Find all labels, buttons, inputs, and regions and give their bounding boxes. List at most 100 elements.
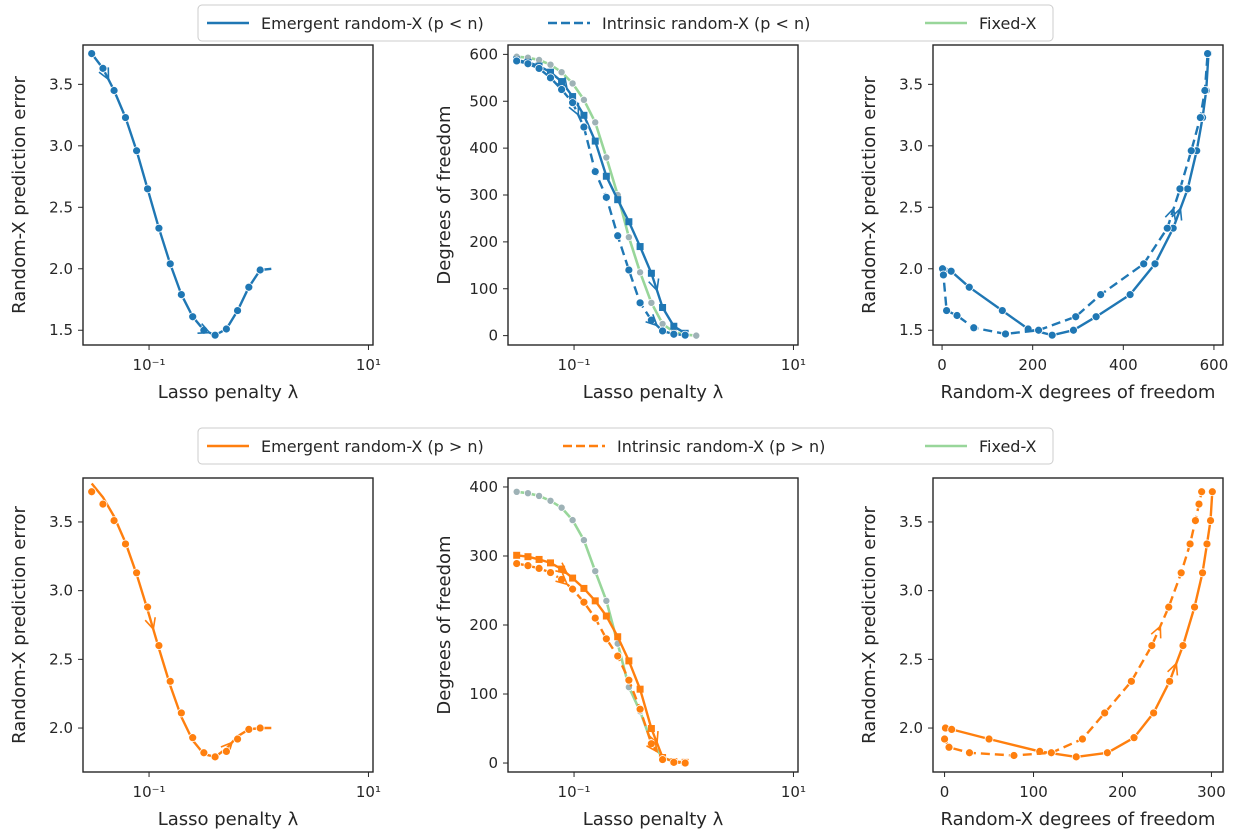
data-point — [109, 86, 119, 95]
x-tick-label: 10⁻¹ — [558, 356, 591, 374]
data-point — [952, 311, 962, 320]
data-point — [590, 167, 600, 176]
x-axis-label: Lasso penalty λ — [158, 809, 299, 830]
data-point — [613, 231, 623, 241]
y-tick-label: 2.0 — [899, 260, 923, 278]
legend-label: Emergent random-X (p < n) — [261, 14, 484, 33]
chart-panel: 10⁻¹ 10¹ 0 100 200 300 400 500 600 Lasso penalty … — [434, 44, 806, 403]
data-point — [1207, 487, 1217, 497]
data-point — [557, 503, 566, 512]
data-point — [1178, 641, 1188, 651]
data-point — [625, 657, 633, 665]
y-tick-label: 400 — [469, 478, 498, 496]
y-tick-label: 1.5 — [899, 321, 923, 339]
data-point — [1034, 325, 1043, 335]
data-point — [143, 602, 152, 612]
data-point — [1197, 487, 1207, 497]
y-tick-label: 2.0 — [49, 260, 73, 278]
data-point — [98, 499, 108, 509]
axes-frame — [932, 44, 1224, 346]
series-line — [945, 491, 1214, 759]
x-axis-label: Lasso penalty λ — [583, 809, 724, 830]
data-point — [569, 93, 577, 101]
axes-frame — [507, 44, 799, 346]
plot-area — [938, 49, 1213, 340]
direction-arrow — [568, 102, 580, 117]
x-tick-label: 0 — [940, 783, 950, 801]
data-point — [188, 733, 198, 743]
data-point — [579, 536, 588, 545]
data-point — [513, 551, 521, 559]
plot-area — [512, 52, 701, 340]
direction-arrow — [648, 278, 660, 293]
data-point — [255, 723, 265, 733]
y-tick-label: 100 — [469, 685, 498, 703]
data-point — [109, 516, 119, 525]
data-point — [1186, 146, 1196, 156]
data-point — [670, 322, 678, 330]
data-point — [176, 708, 186, 718]
data-point — [1176, 568, 1186, 578]
y-tick-label: 2.5 — [899, 198, 923, 216]
x-tick-label: 10⁻¹ — [133, 356, 166, 374]
series-line — [941, 53, 1209, 336]
plot-area — [87, 49, 272, 340]
y-tick-label: 3.5 — [899, 75, 923, 93]
data-point — [154, 223, 164, 233]
data-point — [1191, 516, 1200, 525]
data-point — [154, 641, 164, 651]
data-point — [98, 63, 108, 73]
x-axis-label: Random-X degrees of freedom — [941, 809, 1216, 830]
data-point — [524, 553, 532, 561]
legend-label: Fixed-X — [979, 14, 1036, 33]
data-point — [546, 60, 555, 69]
data-point — [965, 748, 974, 758]
data-point — [591, 118, 600, 127]
series — [513, 56, 689, 337]
y-tick-label: 0 — [488, 754, 498, 772]
y-tick-label: 3.5 — [49, 75, 73, 93]
series — [87, 487, 265, 762]
y-tick-label: 200 — [469, 233, 498, 251]
y-tick-label: 2.0 — [899, 719, 923, 737]
x-axis-label: Random-X degrees of freedom — [941, 382, 1216, 403]
y-tick-label: 1.5 — [49, 321, 73, 339]
data-point — [1078, 734, 1087, 744]
data-point — [221, 746, 231, 756]
data-point — [602, 153, 611, 162]
data-point — [1150, 259, 1160, 269]
data-point — [647, 725, 655, 733]
data-point — [188, 312, 198, 322]
data-point — [210, 330, 220, 340]
data-point — [1139, 259, 1149, 269]
data-point — [512, 487, 521, 496]
y-axis-label: Random-X prediction error — [859, 76, 880, 314]
data-point — [221, 324, 231, 334]
x-tick-label: 200 — [1018, 356, 1047, 374]
y-tick-label: 3.5 — [899, 513, 923, 531]
axes-frame — [507, 477, 799, 773]
data-point — [523, 59, 533, 69]
data-point — [121, 539, 130, 549]
data-point — [1009, 751, 1019, 760]
x-tick-label: 100 — [1019, 783, 1048, 801]
data-point — [613, 651, 623, 661]
series-line — [943, 491, 1203, 757]
chart-panels: 10⁻¹ 10¹ 1.5 2.0 2.5 3.0 3.5 Lasso penalty λ Ran… — [9, 44, 1228, 830]
legend-top: Emergent random-X (p < n) Intrinsic rando… — [197, 4, 1054, 42]
data-point — [1069, 325, 1078, 335]
data-point — [255, 265, 265, 275]
x-tick-label: 10¹ — [781, 783, 806, 801]
data-point — [1147, 641, 1157, 651]
x-axis-label: Lasso penalty λ — [158, 382, 299, 403]
data-point — [546, 73, 555, 83]
y-tick-label: 0 — [488, 327, 498, 345]
data-point — [1175, 184, 1185, 194]
y-tick-label: 3.0 — [899, 582, 923, 600]
data-point — [1185, 539, 1195, 549]
data-point — [591, 137, 599, 145]
data-point — [1190, 602, 1199, 612]
data-point — [1129, 733, 1139, 743]
x-axis-label: Lasso penalty λ — [583, 382, 724, 403]
